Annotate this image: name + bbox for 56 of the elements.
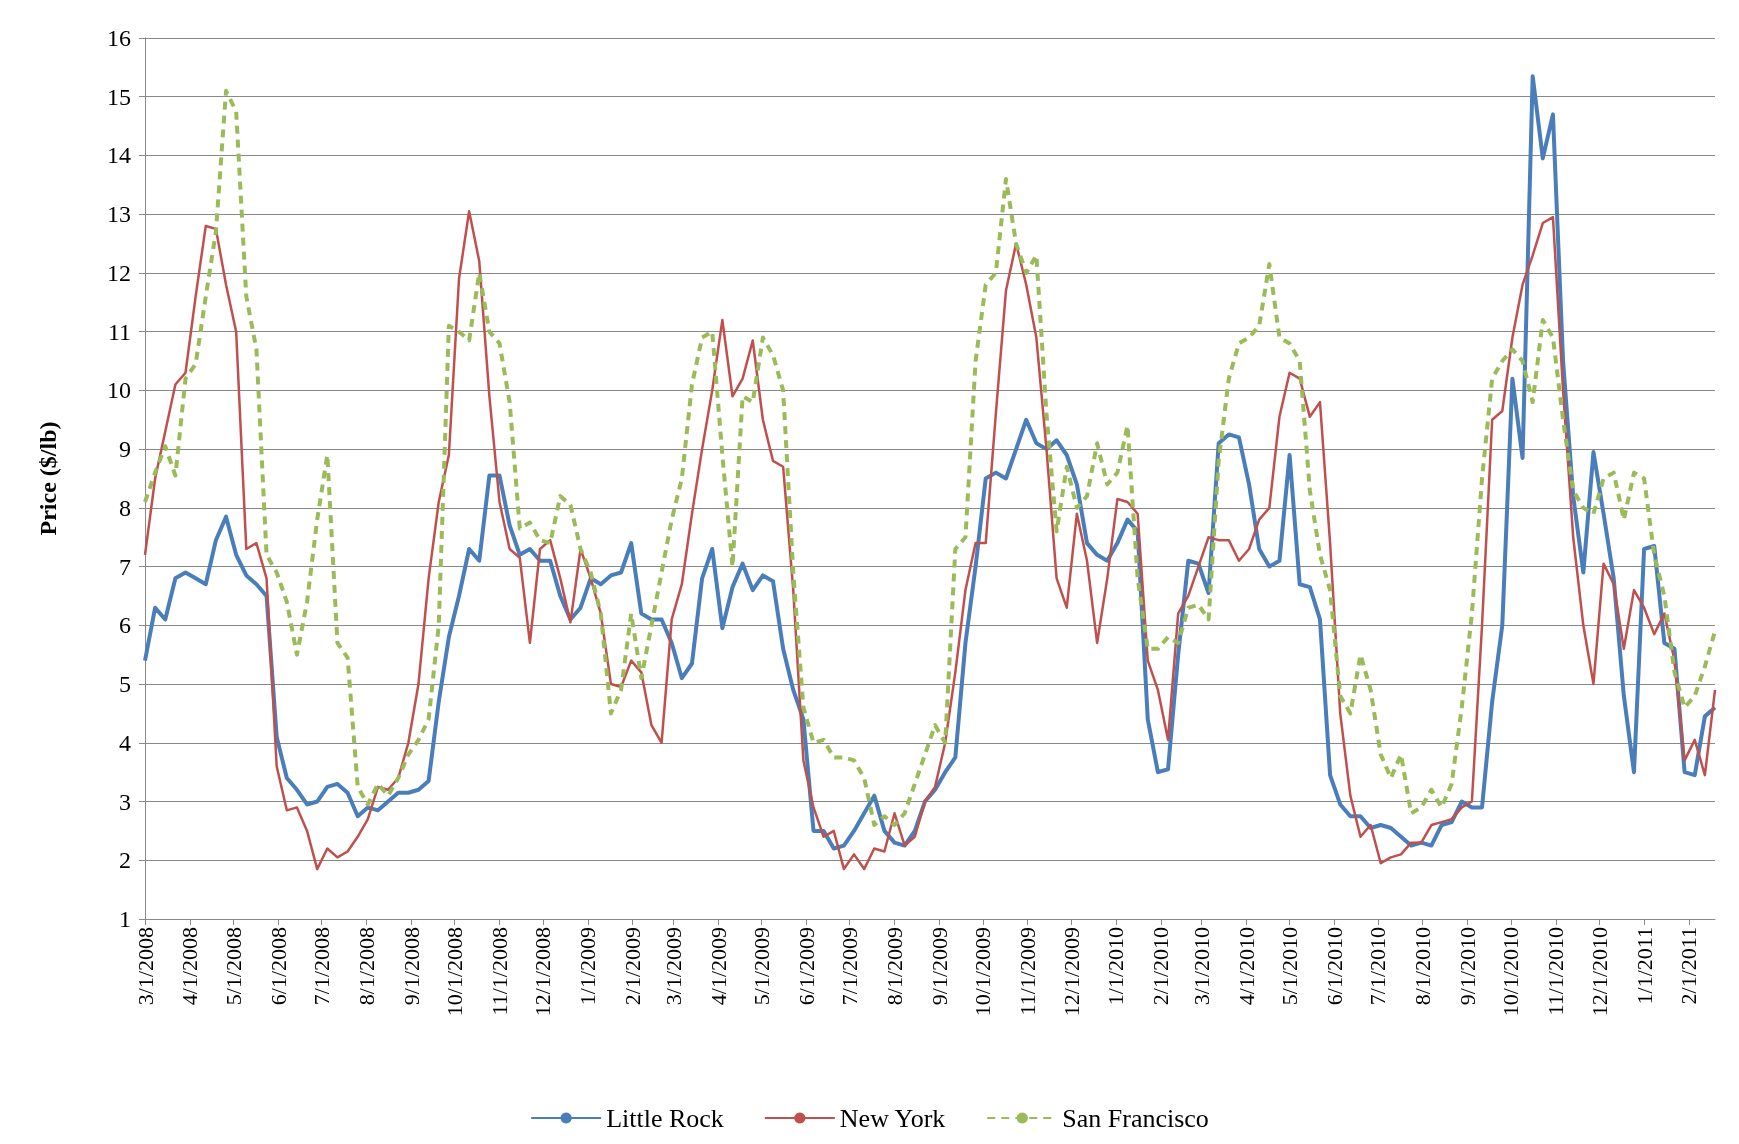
y-tick-label: 12 xyxy=(107,259,131,286)
x-tick-label: 8/1/2010 xyxy=(1410,927,1436,1006)
y-tick-label: 4 xyxy=(119,729,131,756)
x-tick-label: 11/1/2008 xyxy=(487,927,513,1016)
y-tick-label: 14 xyxy=(107,142,131,169)
x-tick-label: 7/1/2008 xyxy=(309,927,335,1006)
x-tick-label: 4/1/2010 xyxy=(1233,927,1259,1006)
x-tick-label: 1/1/2011 xyxy=(1631,927,1657,1005)
y-tick-label: 8 xyxy=(119,494,131,521)
x-tick-label: 12/1/2009 xyxy=(1058,927,1084,1017)
x-tick-label: 2/1/2009 xyxy=(620,927,646,1006)
y-tick-label: 7 xyxy=(119,553,131,580)
x-tick-label: 9/1/2010 xyxy=(1455,927,1481,1006)
y-tick-label: 5 xyxy=(119,671,131,698)
x-tick-label: 10/1/2009 xyxy=(970,927,996,1017)
x-tick-label: 11/1/2010 xyxy=(1543,927,1569,1016)
x-tick-label: 5/1/2009 xyxy=(748,927,774,1006)
y-tick-label: 13 xyxy=(107,201,131,228)
x-tick-label: 9/1/2008 xyxy=(398,927,424,1006)
y-tick-label: 6 xyxy=(119,612,131,639)
y-tick-label: 2 xyxy=(119,847,131,874)
y-tick-label: 1 xyxy=(119,906,131,932)
x-tick-label: 7/1/2009 xyxy=(837,927,863,1006)
x-tick-label: 6/1/2009 xyxy=(793,927,819,1006)
x-tick-label: 10/1/2008 xyxy=(442,927,468,1017)
x-tick-label: 4/1/2009 xyxy=(705,927,731,1006)
x-tick-label: 3/1/2008 xyxy=(132,927,158,1006)
legend-label: Little Rock xyxy=(606,1103,724,1133)
x-tick-label: 5/1/2010 xyxy=(1277,927,1303,1006)
y-tick-label: 9 xyxy=(119,436,131,463)
x-tick-label: 7/1/2010 xyxy=(1365,927,1391,1006)
x-tick-label: 3/1/2009 xyxy=(660,927,686,1006)
x-tick-label: 12/1/2010 xyxy=(1586,927,1612,1017)
y-tick-label: 10 xyxy=(107,377,131,404)
x-tick-label: 2/1/2010 xyxy=(1148,927,1174,1006)
legend-label: New York xyxy=(839,1103,946,1133)
x-tick-label: 3/1/2010 xyxy=(1188,927,1214,1006)
x-tick-label: 6/1/2008 xyxy=(265,927,291,1006)
x-tick-label: 1/1/2010 xyxy=(1103,927,1129,1006)
x-tick-label: 12/1/2008 xyxy=(530,927,556,1017)
x-tick-label: 4/1/2008 xyxy=(177,927,203,1006)
y-tick-label: 11 xyxy=(107,318,131,345)
x-tick-label: 9/1/2009 xyxy=(926,927,952,1006)
y-tick-label: 15 xyxy=(107,83,131,110)
y-tick-label: 16 xyxy=(107,25,131,51)
y-axis-title: Price ($/lb) xyxy=(35,421,61,536)
x-tick-label: 8/1/2009 xyxy=(882,927,908,1006)
x-tick-label: 8/1/2008 xyxy=(353,927,379,1006)
x-tick-label: 10/1/2010 xyxy=(1498,927,1524,1017)
x-tick-label: 1/1/2009 xyxy=(575,927,601,1006)
legend-label: San Francisco xyxy=(1062,1103,1209,1133)
x-tick-label: 6/1/2010 xyxy=(1321,927,1347,1006)
x-tick-label: 2/1/2011 xyxy=(1676,927,1702,1005)
x-tick-label: 11/1/2009 xyxy=(1015,927,1041,1016)
y-tick-label: 3 xyxy=(119,788,131,815)
x-tick-label: 5/1/2008 xyxy=(220,927,246,1006)
